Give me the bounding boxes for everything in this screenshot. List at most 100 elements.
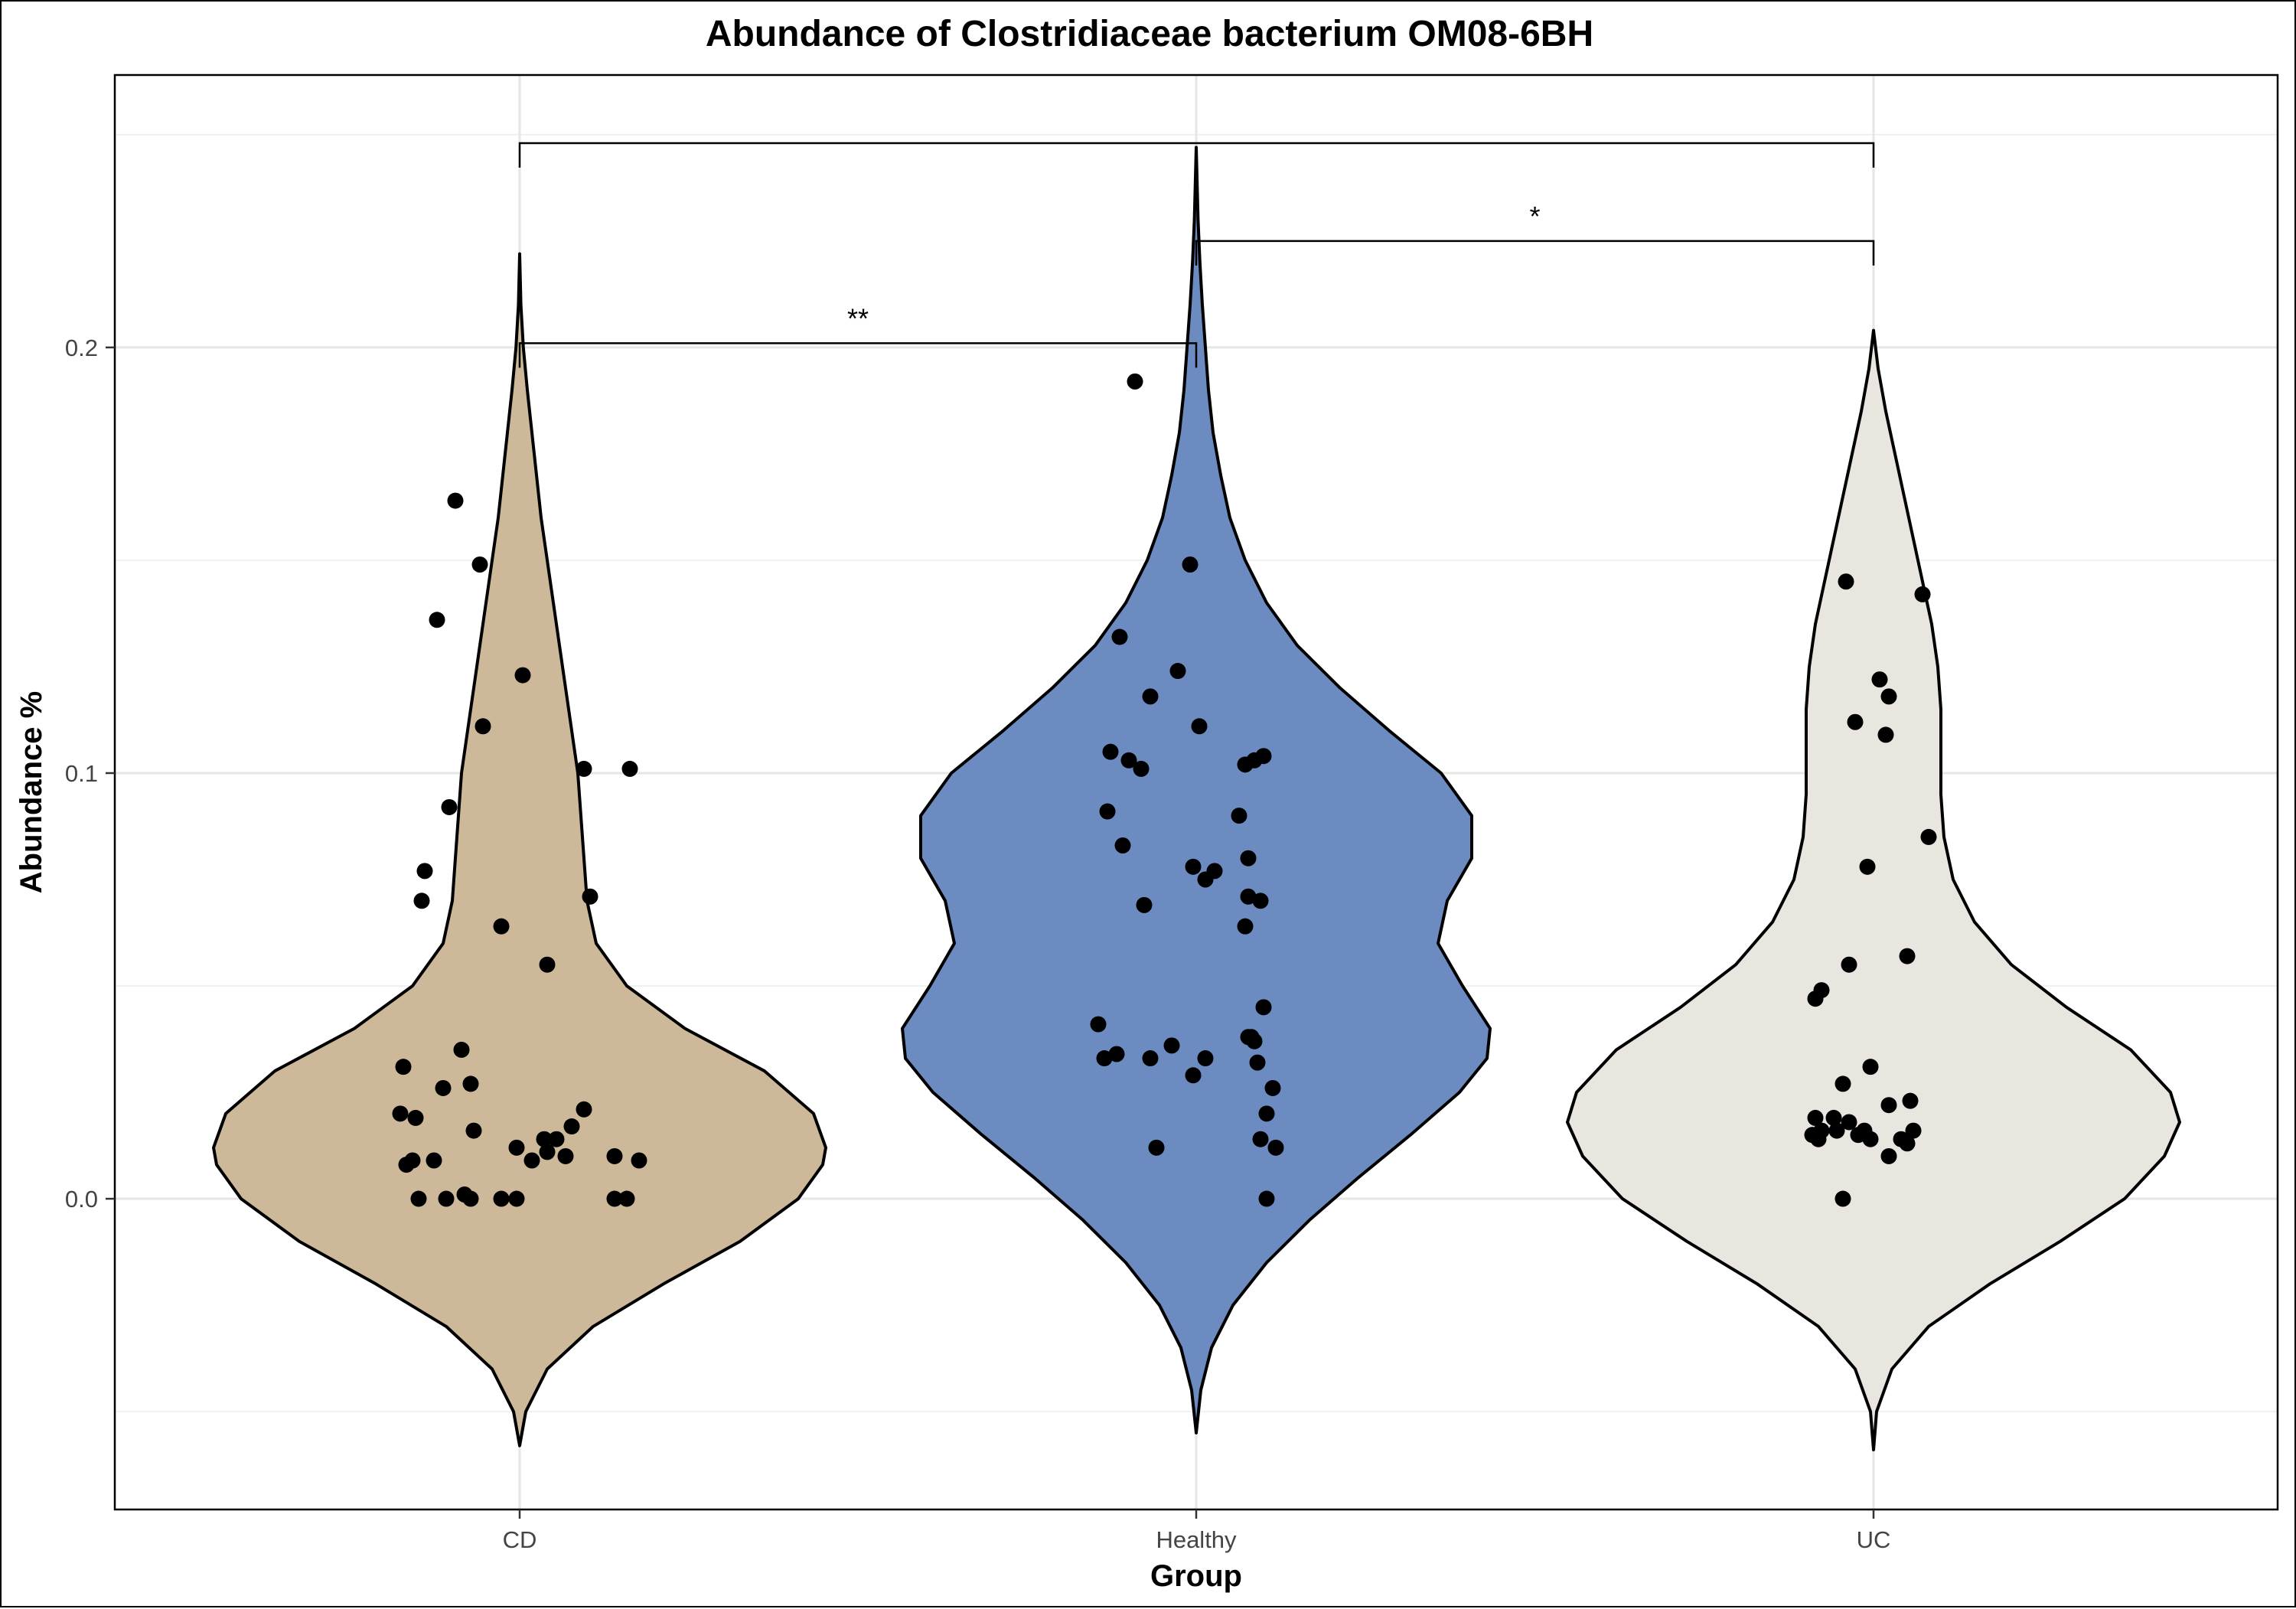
- data-point-uc: [1807, 991, 1824, 1007]
- data-point-uc: [1859, 858, 1876, 875]
- data-point-cd: [631, 1152, 647, 1169]
- bracket-cd-uc: [518, 142, 1875, 168]
- data-point-uc: [1880, 688, 1897, 705]
- data-point-healthy: [1252, 893, 1269, 909]
- data-point-cd: [441, 798, 458, 815]
- significance-label: **: [847, 302, 869, 334]
- data-point-healthy: [1197, 1050, 1214, 1067]
- data-point-cd: [523, 1152, 540, 1169]
- y-tick-label: 0.2: [65, 335, 98, 361]
- data-point-cd: [539, 956, 556, 973]
- data-point-uc: [1835, 1075, 1851, 1092]
- data-point-cd: [576, 1101, 592, 1118]
- data-point-cd: [514, 667, 531, 684]
- data-point-uc: [1835, 1190, 1851, 1207]
- data-point-cd: [606, 1147, 623, 1164]
- data-point-healthy: [1185, 1067, 1202, 1084]
- data-point-cd: [557, 1147, 574, 1164]
- data-point-uc: [1914, 586, 1931, 602]
- data-point-cd: [410, 1190, 427, 1207]
- data-point-healthy: [1240, 850, 1257, 867]
- data-point-uc: [1828, 1122, 1845, 1139]
- data-point-healthy: [1169, 663, 1186, 680]
- data-point-healthy: [1136, 896, 1153, 913]
- data-point-cd: [618, 1190, 635, 1207]
- data-point-uc: [1877, 726, 1894, 743]
- data-point-cd: [407, 1109, 424, 1126]
- violin-uc: [1566, 328, 2181, 1452]
- data-point-cd: [536, 1131, 553, 1147]
- data-point-healthy: [1246, 752, 1263, 769]
- data-point-cd: [493, 918, 510, 935]
- data-point-uc: [1838, 573, 1854, 590]
- data-point-cd: [426, 1152, 442, 1169]
- data-point-cd: [548, 1131, 565, 1147]
- data-point-uc: [1880, 1097, 1897, 1114]
- data-point-healthy: [1142, 688, 1159, 705]
- data-point-uc: [1899, 1135, 1916, 1152]
- data-point-healthy: [1148, 1139, 1165, 1156]
- data-point-cd: [429, 612, 445, 628]
- data-point-cd: [462, 1190, 479, 1207]
- data-point-cd: [606, 1190, 623, 1207]
- data-point-cd: [398, 1157, 415, 1173]
- bracket-cd-healthy: [518, 342, 1198, 368]
- data-point-cd: [465, 1122, 482, 1139]
- x-tick-label: UC: [1857, 1526, 1891, 1553]
- data-point-cd: [416, 863, 433, 880]
- data-point-healthy: [1258, 1105, 1275, 1122]
- data-point-healthy: [1096, 1050, 1113, 1067]
- data-point-healthy: [1246, 1033, 1263, 1049]
- data-point-healthy: [1185, 858, 1202, 875]
- x-tick-label: Healthy: [1156, 1526, 1237, 1553]
- data-point-cd: [447, 492, 464, 509]
- data-point-healthy: [1182, 556, 1199, 573]
- data-point-healthy: [1197, 871, 1214, 888]
- data-point-cd: [508, 1190, 525, 1207]
- data-point-cd: [508, 1139, 525, 1156]
- data-point-healthy: [1108, 1046, 1125, 1062]
- data-point-healthy: [1133, 760, 1150, 777]
- data-point-uc: [1825, 1109, 1842, 1126]
- data-point-uc: [1920, 828, 1937, 845]
- data-point-healthy: [1163, 1037, 1180, 1054]
- data-point-healthy: [1099, 803, 1116, 820]
- data-point-healthy: [1255, 999, 1272, 1016]
- data-point-uc: [1905, 1122, 1922, 1139]
- data-point-healthy: [1252, 1131, 1269, 1147]
- data-point-cd: [471, 556, 488, 573]
- data-point-uc: [1880, 1147, 1897, 1164]
- violin-cd: [212, 252, 827, 1447]
- data-point-cd: [582, 888, 598, 905]
- data-point-healthy: [1237, 918, 1254, 935]
- violin-healthy: [901, 145, 1492, 1434]
- data-points: [392, 373, 1937, 1207]
- data-point-cd: [413, 893, 430, 909]
- data-point-cd: [621, 760, 638, 777]
- data-point-uc: [1847, 713, 1864, 730]
- y-axis-title: Abundance %: [15, 691, 48, 893]
- significance-brackets: ***: [518, 142, 1875, 368]
- data-point-uc: [1902, 1092, 1919, 1109]
- data-point-cd: [576, 760, 592, 777]
- data-point-healthy: [1249, 1054, 1266, 1071]
- data-point-cd: [475, 718, 491, 735]
- data-point-cd: [493, 1190, 510, 1207]
- significance-label: *: [1529, 201, 1540, 232]
- data-point-cd: [435, 1079, 452, 1096]
- data-point-uc: [1899, 948, 1916, 964]
- y-tick-label: 0.0: [65, 1186, 98, 1212]
- data-point-cd: [392, 1105, 409, 1122]
- x-tick-label: CD: [503, 1526, 537, 1553]
- data-point-uc: [1862, 1059, 1879, 1075]
- data-point-uc: [1871, 671, 1888, 688]
- data-point-healthy: [1264, 1079, 1281, 1096]
- data-point-cd: [395, 1059, 412, 1075]
- chart-title: Abundance of Clostridiaceae bacterium OM…: [706, 14, 1593, 54]
- data-point-healthy: [1142, 1050, 1159, 1067]
- data-point-healthy: [1191, 718, 1208, 735]
- data-point-healthy: [1111, 628, 1128, 645]
- data-point-uc: [1841, 956, 1857, 973]
